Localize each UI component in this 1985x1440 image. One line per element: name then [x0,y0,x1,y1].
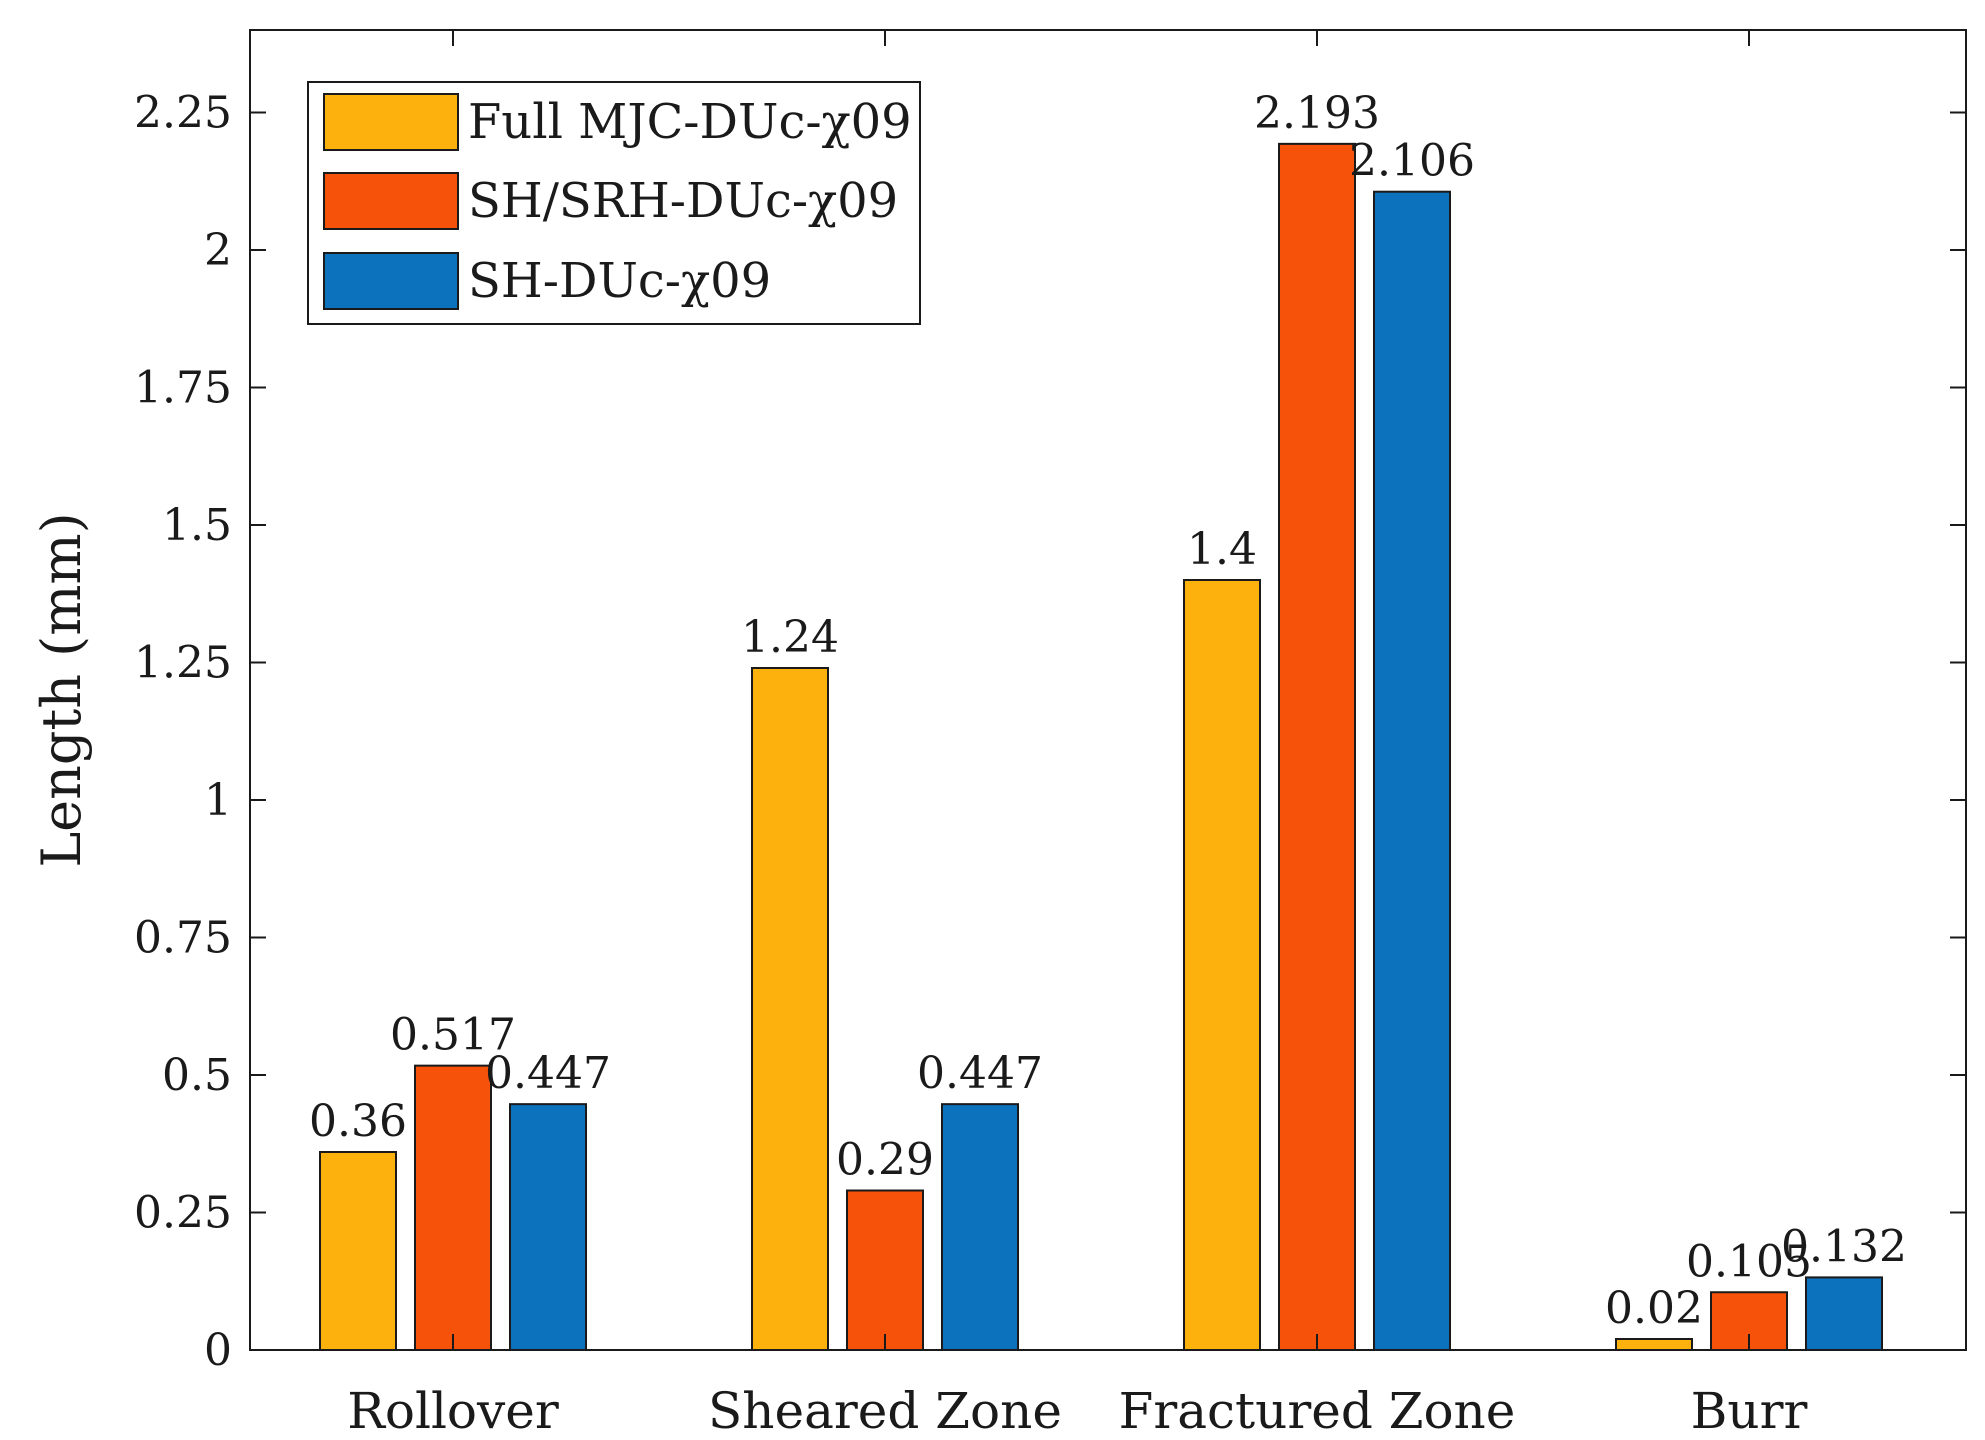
x-category-label: Fractured Zone [1119,1382,1516,1440]
bar-value-label: 0.517 [390,1010,516,1061]
bar-sheared-zone-series-3[interactable] [941,1103,1019,1352]
x-category-label: Sheared Zone [708,1382,1062,1440]
bar-value-label: 1.24 [741,612,839,663]
y-tick-label: 0.25 [134,1188,232,1239]
bar-sheared-zone-series-2[interactable] [846,1189,924,1351]
legend-swatch [323,172,459,230]
y-tick-label: 0.5 [162,1050,232,1101]
bars-group [319,142,1883,1352]
legend-swatch [323,252,459,310]
bar-rollover-series-3[interactable] [509,1103,587,1352]
bar-burr-series-3[interactable] [1805,1276,1883,1352]
y-tick-label: 1.25 [134,638,232,689]
legend-label: SH-DUc-χ09 [468,253,771,309]
bar-rollover-series-1[interactable] [319,1151,397,1351]
bar-fractured-zone-series-1[interactable] [1183,579,1261,1351]
y-axis-ticks: 0 0.25 0.5 0.75 1 1.25 1.5 1.75 2 2.25 [134,88,1966,1376]
y-tick-label: 0.75 [134,913,232,964]
bar-value-label: 0.105 [1686,1236,1812,1287]
bar-value-label: 0.447 [485,1048,611,1099]
bar-value-label: 1.4 [1187,524,1257,575]
y-tick-label: 1.5 [162,500,232,551]
bar-burr-series-1[interactable] [1615,1338,1693,1351]
legend-label: SH/SRH-DUc-χ09 [468,173,898,229]
y-tick-label: 1.75 [134,363,232,414]
bar-value-label: 0.29 [836,1135,934,1186]
y-axis-title: Length (mm) [30,512,93,867]
bar-fractured-zone-series-2[interactable] [1278,142,1356,1352]
bar-value-label: 2.106 [1349,136,1475,187]
y-tick-label: 2 [204,225,232,276]
bar-rollover-series-2[interactable] [414,1064,492,1352]
legend-label: Full MJC-DUc-χ09 [468,94,912,150]
x-category-label: Burr [1691,1382,1808,1440]
plot-frame [249,29,1967,1351]
x-category-label: Rollover [347,1382,559,1440]
bar-fractured-zone-series-3[interactable] [1373,190,1451,1352]
bar-value-label: 0.132 [1781,1221,1907,1272]
bar-value-label: 2.193 [1254,88,1380,139]
y-tick-label: 0 [204,1325,232,1376]
y-tick-label: 2.25 [134,88,232,139]
x-axis-ticks: Rollover Sheared Zone Fractured Zone Burr [347,30,1807,1440]
y-tick-label: 1 [204,775,232,826]
bar-value-label: 0.447 [917,1048,1043,1099]
bar-value-label: 0.36 [309,1096,407,1147]
bar-value-label: 0.02 [1605,1283,1703,1334]
bar-sheared-zone-series-1[interactable] [751,667,829,1351]
data-labels-group: 0.360.5170.4471.240.290.4471.42.1932.106… [309,88,1907,1334]
legend-swatch [323,93,459,151]
legend[interactable]: Full MJC-DUc-χ09 SH/SRH-DUc-χ09 SH-DUc-χ09 [307,81,921,325]
